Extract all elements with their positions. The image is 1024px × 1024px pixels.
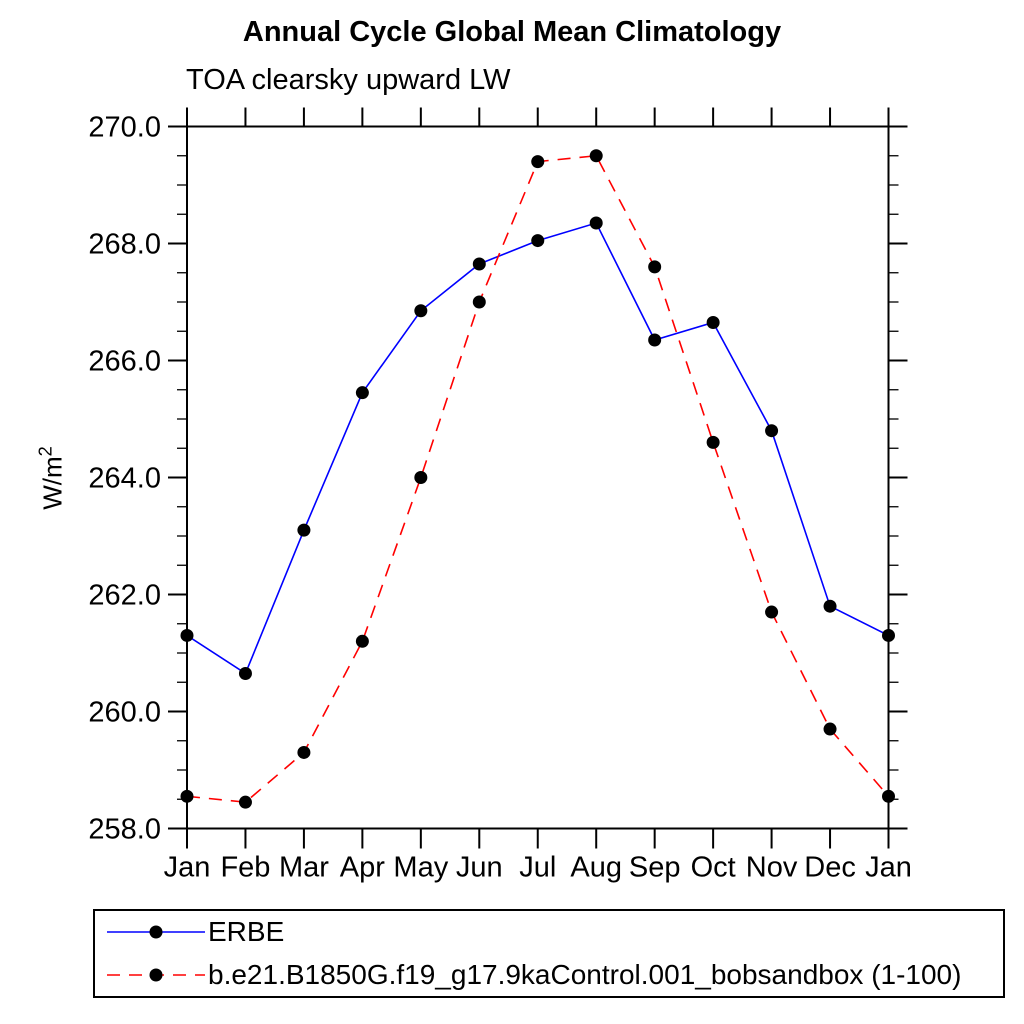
legend-box: ERBE b.e21.B1850G.f19_g17.9kaControl.001… xyxy=(93,909,1005,998)
x-tick-label: May xyxy=(393,852,448,884)
legend-label-erbe: ERBE xyxy=(208,916,285,948)
series-markers-1 xyxy=(180,149,895,809)
series-line-0 xyxy=(186,222,889,675)
x-tick-label: Aug xyxy=(570,852,622,884)
chart-title: Annual Cycle Global Mean Climatology xyxy=(242,16,782,48)
x-tick-label: Jul xyxy=(519,852,556,884)
x-tick-label: Sep xyxy=(629,852,681,884)
y-tick-label: 264.0 xyxy=(88,463,161,495)
y-tick-label: 270.0 xyxy=(88,112,161,144)
legend-row-erbe: ERBE xyxy=(95,911,1003,954)
x-axis-ticks xyxy=(186,107,890,849)
x-tick-label: Feb xyxy=(220,852,270,884)
x-tick-label: Apr xyxy=(340,852,385,884)
x-tick-label: Jan xyxy=(164,852,211,884)
y-tick-label: 260.0 xyxy=(88,697,161,729)
legend-line-sample-model xyxy=(107,968,205,982)
x-tick-label: Jun xyxy=(456,852,503,884)
y-tick-label: 258.0 xyxy=(88,814,161,846)
legend-label-model: b.e21.B1850G.f19_g17.9kaControl.001_bobs… xyxy=(208,958,962,990)
y-axis-tick-labels: 258.0 260.0 262.0 264.0 266.0 268.0 270.0 xyxy=(88,112,161,846)
legend-line-sample-erbe xyxy=(107,925,205,939)
x-tick-label: Nov xyxy=(746,852,798,884)
y-tick-label: 266.0 xyxy=(88,346,161,378)
series-markers-0 xyxy=(180,216,895,680)
x-tick-label: Dec xyxy=(804,852,856,884)
series-line-1 xyxy=(186,154,890,804)
chart-subtitle: TOA clearsky upward LW xyxy=(186,64,511,96)
y-axis-major-ticks xyxy=(168,125,908,830)
x-tick-label: Mar xyxy=(279,852,329,884)
y-axis-minor-ticks xyxy=(177,155,899,800)
x-tick-label: Jan xyxy=(865,852,912,884)
plot-frame xyxy=(186,125,890,830)
y-tick-label: 268.0 xyxy=(88,229,161,261)
legend-row-model: b.e21.B1850G.f19_g17.9kaControl.001_bobs… xyxy=(95,954,1003,997)
x-axis-tick-labels: Jan Feb Mar Apr May Jun Jul Aug Sep Oct Nov Dec Jan xyxy=(164,852,912,884)
x-tick-label: Oct xyxy=(691,852,736,884)
y-tick-label: 262.0 xyxy=(88,580,161,612)
